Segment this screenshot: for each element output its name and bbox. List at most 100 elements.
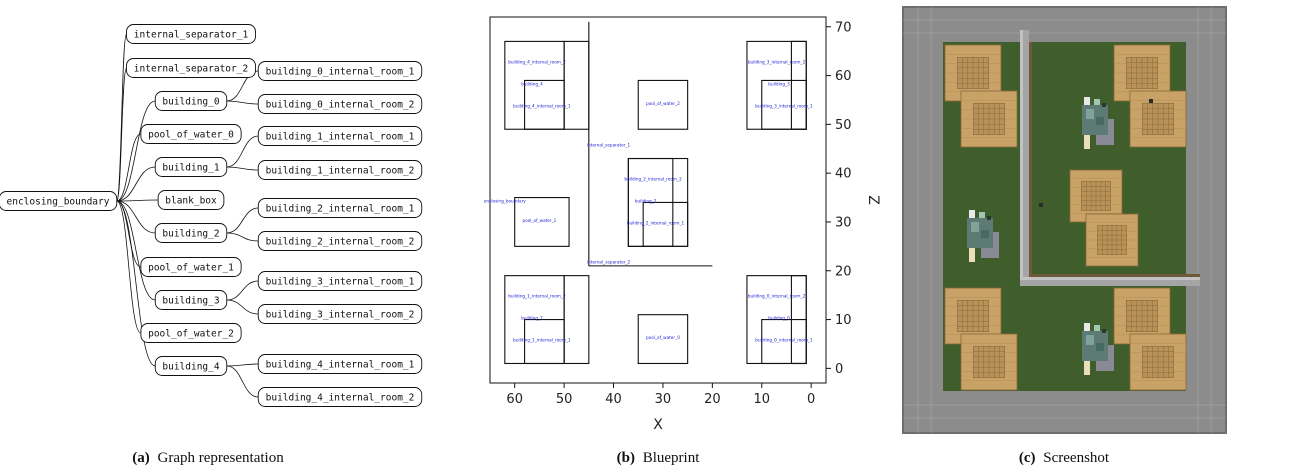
blueprint-label: building_3: [768, 81, 790, 86]
graph-node-box: [140, 323, 242, 343]
graph-node: building_0_internal_room_2: [257, 94, 423, 114]
graph-node-box: [257, 271, 423, 291]
wall-top-edge: [902, 6, 1227, 434]
graph-node-label: building_2_internal_room_1: [266, 203, 415, 214]
graph-node-box: [154, 290, 228, 310]
z-tick-label: 70: [835, 20, 852, 35]
graph-node: building_3: [154, 290, 228, 310]
blueprint-frame: [489, 16, 827, 384]
x-tick-label: 40: [605, 392, 622, 407]
graph-node-label: blank_box: [165, 195, 217, 206]
graph-node-box: [257, 61, 423, 81]
wall-texture: [903, 7, 1226, 433]
mob-dot: [1149, 99, 1153, 103]
graph-node-label: building_0: [162, 96, 219, 107]
graph-node: building_2: [154, 223, 228, 243]
screenshot-panel: [902, 6, 1227, 434]
z-tick-label: 20: [835, 264, 852, 279]
building-roof: [960, 90, 1018, 148]
blueprint-rect: [637, 79, 689, 130]
blueprint-shapes: [504, 21, 807, 365]
graph-node: blank_box: [157, 190, 225, 210]
blueprint-rect: [524, 79, 565, 130]
pool-of-water: [1082, 323, 1114, 375]
pools: [967, 97, 1153, 375]
blueprint-label: building_4_internal_room_1: [513, 103, 571, 108]
graph-edge-root: [116, 133, 142, 202]
x-tick-label: 10: [753, 392, 770, 407]
blueprint-label: building_2: [635, 198, 657, 203]
blueprint-label: building_1: [521, 316, 543, 321]
graph-node: building_1_internal_room_1: [257, 126, 423, 146]
graph-node: building_2_internal_room_2: [257, 231, 423, 251]
graph-node: pool_of_water_2: [140, 323, 242, 343]
blueprint-label: building_3_internal_room_2: [748, 59, 806, 64]
graph-node-box: [257, 94, 423, 114]
blueprint-x-ticks: 60 50 40 30 20 10 0: [506, 383, 815, 407]
blueprint-rect: [637, 314, 689, 365]
graph-edge-room: [226, 365, 259, 398]
caption-b-text: Blueprint: [643, 450, 700, 466]
graph-node-label: pool_of_water_1: [148, 262, 234, 273]
graph-node-box: [257, 231, 423, 251]
graph-edge-room: [226, 207, 259, 234]
z-tick-label: 40: [835, 167, 852, 182]
blueprint-label: enclosing_boundary: [484, 198, 526, 203]
graph-edges: [116, 33, 259, 398]
building-roof: [1129, 333, 1187, 391]
building-roof: [960, 333, 1018, 391]
graph-node: building_4_internal_room_2: [257, 387, 423, 407]
graph-node-label: building_0_internal_room_1: [266, 66, 415, 77]
blueprint-z-ticks: 0 10 20 30 40 50 60 70: [826, 20, 852, 377]
graph-node: building_4: [154, 356, 228, 376]
graph-node: building_0: [154, 91, 228, 111]
graph-edge-room: [226, 135, 259, 168]
graph-node-label: building_1: [162, 162, 219, 173]
blueprint-label: building_4_internal_room_2: [508, 59, 566, 64]
graph-node-box: [154, 356, 228, 376]
graph-node-label: pool_of_water_2: [148, 328, 234, 339]
z-tick-label: 60: [835, 69, 852, 84]
graph-node: pool_of_water_1: [140, 257, 242, 277]
blueprint-label: building_0_internal_room_2: [748, 294, 806, 299]
graph-node: building_1: [154, 157, 228, 177]
graph-node: building_3_internal_room_1: [257, 271, 423, 291]
graph-node: building_1_internal_room_2: [257, 160, 423, 180]
graph-node-box: [154, 157, 228, 177]
graph-representation-panel: enclosing_boundary internal_separator_1in…: [0, 24, 423, 407]
building-roof: [1069, 169, 1123, 223]
graph-node: internal_separator_2: [126, 58, 256, 78]
graph-node-label: building_2_internal_room_2: [266, 236, 415, 247]
internal-separator-walls: [1020, 30, 1200, 286]
graph-node-box: [154, 223, 228, 243]
pool-of-water: [967, 210, 999, 262]
graph-node: building_3_internal_room_2: [257, 304, 423, 324]
caption-b: (b) Blueprint: [617, 450, 701, 466]
building-roof: [944, 287, 1002, 345]
blueprint-label: building_2_internal_room_2: [624, 176, 682, 181]
graph-edge-root: [116, 199, 159, 202]
mob-dot: [1039, 203, 1043, 207]
caption-c-tag: (c): [1019, 450, 1036, 466]
buildings: [944, 44, 1187, 391]
graph-node-box: [157, 190, 225, 210]
caption-a-tag: (a): [132, 450, 150, 466]
graph-edge-room: [226, 100, 259, 105]
caption-c-text: Screenshot: [1043, 450, 1110, 466]
blueprint-label: building_2_internal_room_1: [627, 220, 685, 225]
graph-node-label: internal_separator_2: [134, 63, 248, 74]
blueprint-rect: [761, 319, 807, 365]
caption-a-text: Graph representation: [158, 450, 285, 466]
graph-node-label: building_3_internal_room_1: [266, 276, 415, 287]
graph-edge-room: [226, 232, 259, 242]
svg-text:(a) Graph representation: (a) Graph representation: [132, 450, 284, 466]
graph-node: enclosing_boundary: [0, 191, 118, 211]
x-tick-label: 60: [506, 392, 523, 407]
caption-c: (c) Screenshot: [1019, 450, 1110, 466]
z-tick-label: 50: [835, 118, 852, 133]
blueprint-x-axis-label: X: [653, 417, 663, 433]
blueprint-panel: building_4_internal_room_2building_4buil…: [484, 16, 881, 433]
graph-edge-room: [226, 166, 259, 171]
z-tick-label: 10: [835, 313, 852, 328]
graph-edge-root: [116, 33, 127, 202]
